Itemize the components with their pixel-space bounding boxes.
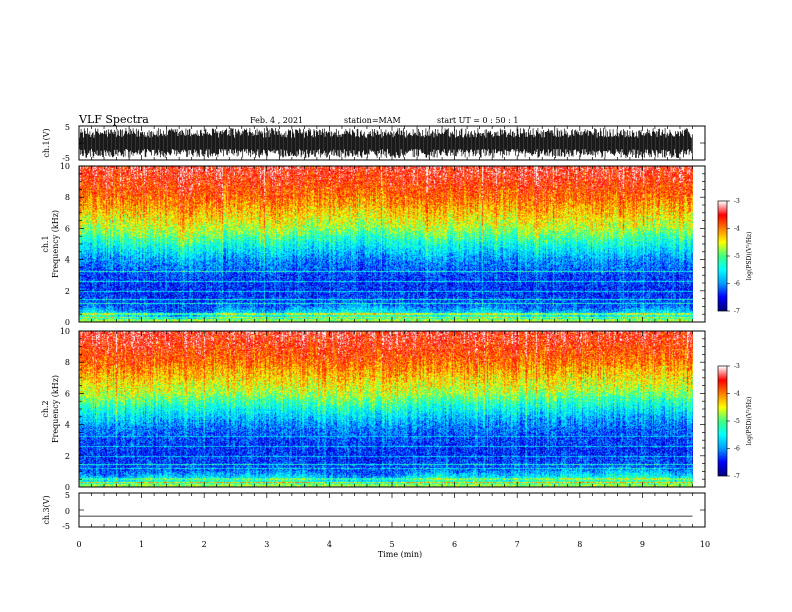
time-tick-label: 10 xyxy=(700,540,710,549)
colorbar-tick-label: -4 xyxy=(734,391,740,398)
freq-tick-label: 10 xyxy=(60,162,70,171)
time-tick-label: 1 xyxy=(139,540,144,549)
station-label: station=MAM xyxy=(344,116,401,125)
ch2-spectrogram-ticks xyxy=(78,330,706,488)
ch3-ytick-0: 0 xyxy=(65,507,70,516)
freq-tick-label: 4 xyxy=(65,256,70,265)
colorbar-tick-label: -5 xyxy=(734,253,740,260)
freq-tick-label: 6 xyxy=(65,389,70,398)
time-tick-label: 5 xyxy=(389,540,394,549)
colorbar-gradient xyxy=(718,201,727,311)
date-label: Feb. 4 , 2021 xyxy=(250,116,303,125)
time-tick-label: 8 xyxy=(577,540,582,549)
ch3-waveform-panel: 5 0 -5 ch.3(V) xyxy=(42,491,706,531)
time-tick-label: 2 xyxy=(202,540,207,549)
ch2-spectrogram-ylabel-line1: ch.2 xyxy=(41,400,50,417)
ch1-waveform-trace xyxy=(79,128,693,158)
colorbar-tick-label: -6 xyxy=(734,281,740,288)
time-tick-label: 3 xyxy=(264,540,269,549)
colorbar-tick-label: -4 xyxy=(734,226,740,233)
freq-tick-label: 4 xyxy=(65,421,70,430)
time-tick-label: 9 xyxy=(640,540,645,549)
time-axis-tick-labels: 0 1 2 3 4 5 6 7 8 9 10 xyxy=(76,540,710,549)
freq-tick-label: 6 xyxy=(65,224,70,233)
colorbar-tick-label: -6 xyxy=(734,446,740,453)
ch1-waveform-panel: 5 -5 ch.1(V) xyxy=(42,123,706,163)
time-axis-label: Time (min) xyxy=(378,550,422,559)
freq-tick-label: 0 xyxy=(65,483,70,492)
ch3-waveform-ylabel: ch.3(V) xyxy=(42,495,51,524)
ch3-ytick-neg5: -5 xyxy=(62,522,70,531)
ch1-waveform-ticks xyxy=(78,125,706,161)
colorbar-tick-label: -5 xyxy=(734,418,740,425)
ch1-colorbar-tick-labels: -3 -4 -5 -6 -7 xyxy=(727,198,740,315)
freq-tick-label: 8 xyxy=(65,193,70,202)
ch1-waveform-ylabel: ch.1(V) xyxy=(42,128,51,157)
ch3-waveform-frame xyxy=(78,492,706,528)
ch3-ytick-5: 5 xyxy=(65,491,70,500)
ch1-spectrogram-ylabel-line2: Frequency (kHz) xyxy=(51,210,60,278)
time-tick-label: 7 xyxy=(515,540,520,549)
time-tick-label: 0 xyxy=(76,540,81,549)
ch1-spectrogram-ylabel-line1: ch.1 xyxy=(41,235,50,252)
ch2-spectrogram-ylabel-line2: Frequency (kHz) xyxy=(51,375,60,443)
ch1-spectrogram-heatmap xyxy=(79,166,693,322)
ch2-colorbar-label: log(PSD)(V²/Hz) xyxy=(746,397,753,446)
ch2-spectrogram-heatmap xyxy=(79,331,693,487)
start-time-label: start UT = 0 : 50 : 1 xyxy=(437,116,518,125)
freq-tick-label: 8 xyxy=(65,358,70,367)
ch1-ytick-5: 5 xyxy=(65,123,70,132)
ch2-colorbar-tick-labels: -3 -4 -5 -6 -7 xyxy=(727,363,740,480)
ch1-spectrogram-ticks xyxy=(78,165,706,323)
time-tick-label: 4 xyxy=(327,540,332,549)
ch1-ytick-neg5: -5 xyxy=(62,154,70,163)
ch1-freq-tick-labels: 0 2 4 6 8 10 xyxy=(60,162,70,327)
ch3-waveform-ticks xyxy=(78,492,706,528)
colorbar-tick-label: -3 xyxy=(734,363,740,370)
time-tick-label: 6 xyxy=(452,540,457,549)
colorbar-tick-label: -7 xyxy=(734,473,740,480)
freq-tick-label: 2 xyxy=(65,452,70,461)
freq-tick-label: 0 xyxy=(65,318,70,327)
figure-title: VLF Spectra xyxy=(78,113,149,126)
colorbar-tick-label: -3 xyxy=(734,198,740,205)
ch1-waveform-path xyxy=(79,128,693,158)
ch1-colorbar-label: log(PSD)(V²/Hz) xyxy=(746,232,753,281)
colorbar-gradient xyxy=(718,366,727,476)
freq-tick-label: 2 xyxy=(65,287,70,296)
colorbar-tick-label: -7 xyxy=(734,308,740,315)
freq-tick-label: 10 xyxy=(60,327,70,336)
ch2-freq-tick-labels: 0 2 4 6 8 10 xyxy=(60,327,70,492)
